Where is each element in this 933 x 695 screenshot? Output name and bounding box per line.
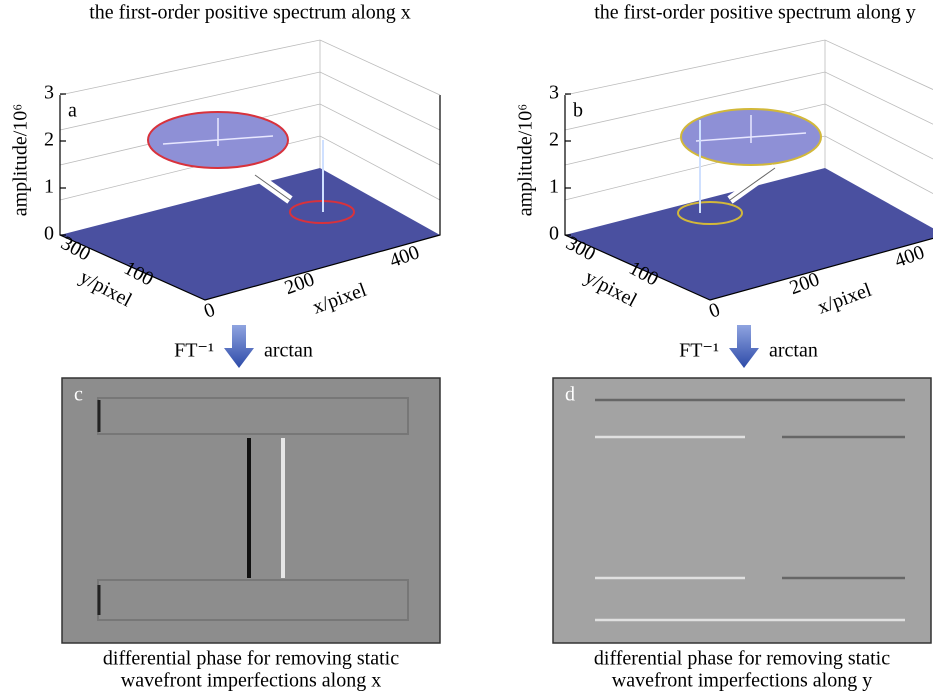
arrow-left-label: FT⁻¹ [679, 340, 719, 362]
z-tick-label: 1 [44, 176, 54, 198]
z-tick-label: 1 [549, 176, 559, 198]
z-tick-label: 3 [549, 82, 559, 104]
figure: 0 1 2 3 amplitude/10⁶ a the first-order positi… [0, 0, 933, 695]
x-axis-label: x/pixel [310, 279, 370, 319]
transform-arrow: FT⁻¹ arctan [679, 325, 818, 368]
x-axis-label: x/pixel [815, 279, 875, 319]
image-label: c [74, 384, 83, 406]
down-arrow [729, 325, 759, 368]
panel-title: the first-order positive spectrum along … [89, 2, 411, 24]
z-tick-label: 2 [44, 129, 54, 151]
box-edge [565, 40, 933, 95]
z-axis-label: amplitude/10⁶ [515, 104, 537, 217]
panel-title: the first-order positive spectrum along … [594, 2, 916, 24]
arrow-right-label: arctan [769, 340, 818, 362]
panel-label: b [573, 100, 583, 122]
transform-arrow: FT⁻¹ arctan [174, 325, 313, 368]
arrow-left-label: FT⁻¹ [174, 340, 214, 362]
image-caption: differential phase for removing static [103, 648, 399, 670]
box-edge [60, 40, 440, 95]
spectrum-panel: 0 1 2 3 amplitude/10⁶ b the first-order positi… [515, 2, 933, 323]
image-caption: wavefront imperfections along y [612, 670, 872, 692]
floor [60, 168, 440, 300]
z-axis-label: amplitude/10⁶ [10, 104, 32, 217]
down-arrow [224, 325, 254, 368]
image-frame [553, 378, 931, 643]
phase-image: d differential phase for removing staticw… [553, 378, 931, 692]
x-tick-label: 0 [706, 299, 723, 323]
z-tick-label: 0 [549, 223, 559, 245]
image-label: d [565, 384, 575, 406]
phase-image: c differential phase for removing staticw… [62, 378, 440, 692]
z-tick-label: 0 [44, 223, 54, 245]
z-tick-label: 3 [44, 82, 54, 104]
panel-label: a [68, 100, 77, 122]
image-caption: wavefront imperfections along x [121, 670, 381, 692]
spectrum-panel: 0 1 2 3 amplitude/10⁶ a the first-order positi… [10, 2, 440, 323]
z-tick-label: 2 [549, 129, 559, 151]
arrow-right-label: arctan [264, 340, 313, 362]
image-caption: differential phase for removing static [594, 648, 890, 670]
x-tick-label: 0 [201, 299, 218, 323]
